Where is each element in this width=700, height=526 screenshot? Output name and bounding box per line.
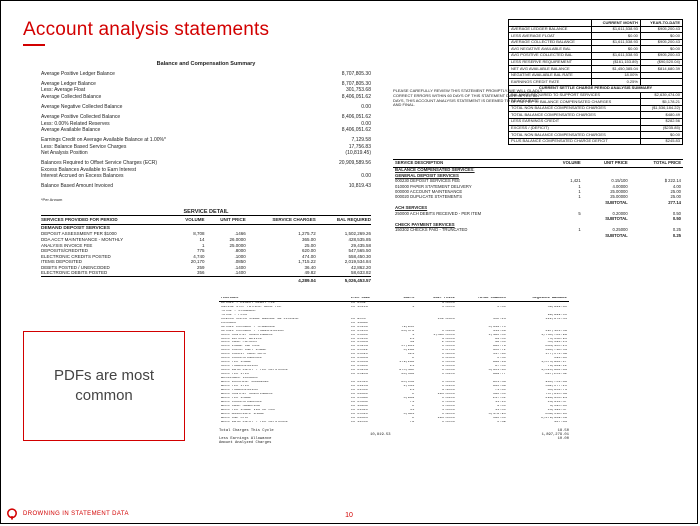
- callout-text-1: PDFs are most: [54, 366, 154, 386]
- title-underline: [23, 44, 45, 46]
- statement-excerpt-left: Balance and Compensation Summary Average…: [41, 61, 371, 283]
- right-top-table: CURRENT MONTHYEAR-TO-DATE AVERAGE LEDGER…: [508, 19, 683, 145]
- footer-text: DROWNING IN STATEMENT DATA: [23, 511, 129, 517]
- statement-notice: PLEASE CAREFULLY REVIEW THIS STATEMENT P…: [393, 89, 543, 108]
- sd-col: UNIT PRICE: [205, 216, 246, 224]
- rt-row2: LESS EARNINGS CREDIT$282.56: [509, 118, 683, 125]
- callout-text-2: common: [54, 386, 154, 406]
- rt-row2: EXCESS / (DEFICIT)($235.85): [509, 125, 683, 132]
- rt-row2: TOTAL NON BALANCE COMPENSATED CHARGES$0.…: [509, 132, 683, 139]
- rt-row: NEGATIVE AVAILABLE BAL RATE18.00%: [509, 72, 683, 79]
- rt-row2: TOTAL BALANCE COMPENSATED CHARGES$480.49: [509, 112, 683, 119]
- slide-root: Account analysis statements Balance and …: [0, 0, 698, 524]
- balance-row: Average Positive Ledger Balance8,707,805…: [41, 71, 371, 77]
- service-detail-table: SERVICES PROVIDED FOR PERIODVOLUMEUNIT P…: [41, 215, 371, 283]
- rt-row2: PLUS BALANCE COMPENSATED CHARGE DEFICIT$…: [509, 138, 683, 145]
- bl-total-label: Total Charges This Cycle: [219, 429, 274, 433]
- service-desc-block: SERVICE DESCRIPTIONVOLUMEUNIT PRICETOTAL…: [393, 159, 683, 239]
- page-number: 10: [345, 512, 353, 519]
- sd-col: BAL REQUIRED: [316, 216, 371, 224]
- balance-row: Balance Based Amount Invoiced10,819.43: [41, 184, 371, 190]
- balance-row: Average Collected Balance8,406,051.62: [41, 94, 371, 100]
- rt-row: AVG POSITIVE COLLECTED BAL$1,611,538.93$…: [509, 52, 683, 59]
- callout-box: PDFs are most common: [23, 331, 185, 441]
- rt-row: EARNINGS CREDIT RATE0.25%: [509, 79, 683, 86]
- bl-less: 10.00: [558, 437, 569, 441]
- balance-row: Average Available Balance8,406,051.62: [41, 128, 371, 134]
- slide-title: Account analysis statements: [23, 19, 269, 41]
- rt-row: NET AVG AVAILABLE BALANCE$1,450,385.04$8…: [509, 66, 683, 73]
- balance-row: Less: Balance Based Service Charges17,75…: [41, 144, 371, 150]
- sd-total-chg: 4,289.04: [246, 276, 316, 283]
- footnote: *Per Annum: [41, 198, 371, 203]
- balance-row: Interest Accrued on Excess Balances0.00: [41, 174, 371, 180]
- statement-excerpt-bottom: FEATURESITEM CODEUNITSUNIT PRICETOTAL CH…: [219, 297, 569, 445]
- bl-amount-label: Amount Analyzed Charges: [219, 441, 271, 445]
- balance-row: Net Analysis Position(10,819.45): [41, 151, 371, 157]
- balance-summary-heading: Balance and Compensation Summary: [41, 61, 371, 67]
- balance-row: Average Negative Collected Balance0.00: [41, 105, 371, 111]
- balance-row: Average Ledger Balance8,707,805.30: [41, 82, 371, 88]
- bl-grand1: 10,819.53: [370, 433, 391, 437]
- sd-col: SERVICES PROVIDED FOR PERIOD: [41, 216, 173, 224]
- rt-row: LESS RESERVE REQUIREMENT($161,153.89)($9…: [509, 59, 683, 66]
- rt-row: AVERAGE LEDGER BALANCE$1,611,538.93$905,…: [509, 26, 683, 33]
- sd-col: VOLUME: [173, 216, 204, 224]
- service-group: DEMAND DEPOSIT SERVICES: [41, 224, 371, 231]
- bl-row: WLEX DATA ENTRY - PER KEYSTROKECR 140007…: [219, 421, 569, 425]
- sd-col: SERVICE CHARGES: [246, 216, 316, 224]
- sd-total-bal: 5,026,453.57: [316, 276, 371, 283]
- rt-row: LESS AVERAGE FLOAT$0.00$0.00: [509, 33, 683, 40]
- brand-icon: [5, 507, 19, 521]
- rt-row: AVG NEGATIVE AVAILABLE BAL$0.00$0.00: [509, 46, 683, 53]
- rt-row: AVERAGE COLLECTED BALANCE$1,611,538.93$9…: [509, 39, 683, 46]
